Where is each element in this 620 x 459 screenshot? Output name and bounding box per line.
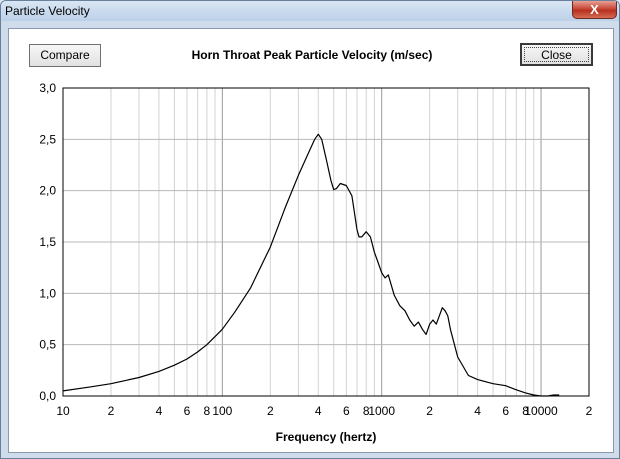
title-bar[interactable]: Particle Velocity X [1, 1, 619, 21]
x-tick-label: 10000 [524, 404, 558, 418]
x-tick-label: 6 [184, 404, 191, 418]
close-button[interactable]: Close [520, 43, 593, 66]
y-tick-label: 1,0 [39, 286, 56, 300]
y-tick-label: 1,5 [39, 235, 56, 249]
x-tick-label: 2 [108, 404, 115, 418]
x-tick-label: 8 [204, 404, 211, 418]
x-tick-label: 2 [267, 404, 274, 418]
y-tick-label: 3,0 [39, 81, 56, 95]
x-tick-label: 8 [522, 404, 529, 418]
x-tick-label: 2 [586, 404, 593, 418]
x-tick-label: 10 [56, 404, 70, 418]
y-tick-label: 0,0 [39, 389, 56, 403]
x-tick-label: 1000 [368, 404, 395, 418]
y-tick-label: 2,0 [39, 184, 56, 198]
plot-frame [62, 87, 590, 397]
velocity-series-line [62, 133, 560, 397]
x-tick-label: 6 [343, 404, 350, 418]
compare-button[interactable]: Compare [29, 44, 101, 67]
x-axis-label: Frequency (hertz) [276, 430, 377, 444]
x-tick-label: 8 [363, 404, 370, 418]
window-title: Particle Velocity [5, 4, 90, 18]
chart-title: Horn Throat Peak Particle Velocity (m/se… [191, 48, 433, 62]
x-tick-label: 6 [502, 404, 509, 418]
window-close-button[interactable]: X [572, 1, 617, 19]
x-tick-label: 2 [426, 404, 433, 418]
x-tick-label: 4 [315, 404, 322, 418]
y-tick-label: 0,5 [39, 338, 56, 352]
x-tick-label: 4 [156, 404, 163, 418]
chart-panel: Compare Horn Throat Peak Particle Veloci… [8, 28, 614, 453]
x-tick-label: 4 [474, 404, 481, 418]
x-tick-label: 100 [212, 404, 232, 418]
y-tick-label: 2,5 [39, 132, 56, 146]
